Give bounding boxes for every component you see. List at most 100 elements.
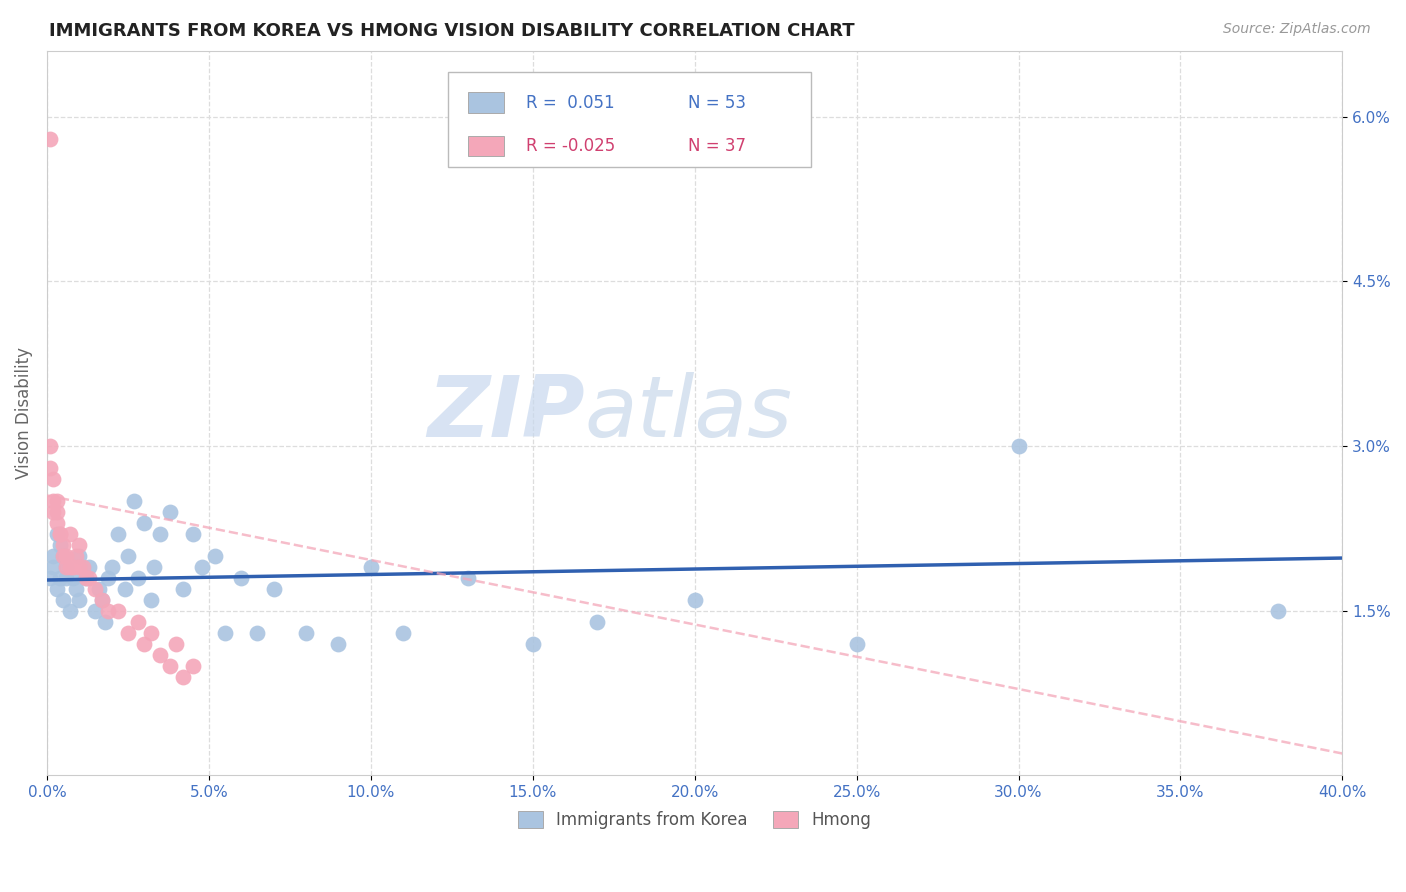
Point <box>132 637 155 651</box>
Point <box>97 571 120 585</box>
Point <box>231 571 253 585</box>
Point <box>55 549 77 563</box>
Point <box>45 494 67 508</box>
Point <box>55 571 77 585</box>
Point <box>107 527 129 541</box>
Point <box>165 637 187 651</box>
Point <box>181 527 204 541</box>
Point <box>62 571 84 585</box>
Text: N = 53: N = 53 <box>688 94 747 112</box>
Point <box>49 571 72 585</box>
Point <box>45 505 67 519</box>
Text: IMMIGRANTS FROM KOREA VS HMONG VISION DISABILITY CORRELATION CHART: IMMIGRANTS FROM KOREA VS HMONG VISION DI… <box>49 22 855 40</box>
Text: atlas: atlas <box>585 372 793 455</box>
Point <box>52 549 75 563</box>
Point <box>149 527 172 541</box>
Point <box>457 571 479 585</box>
Point <box>172 670 194 684</box>
Point <box>295 625 318 640</box>
Point <box>45 582 67 596</box>
Point <box>139 592 162 607</box>
Point <box>117 625 139 640</box>
Text: ZIP: ZIP <box>427 372 585 455</box>
Point <box>117 549 139 563</box>
Legend: Immigrants from Korea, Hmong: Immigrants from Korea, Hmong <box>512 805 877 836</box>
Point <box>52 549 75 563</box>
Point <box>58 559 80 574</box>
Point <box>172 582 194 596</box>
Point <box>45 516 67 530</box>
Point <box>42 494 65 508</box>
Point <box>263 582 285 596</box>
Point <box>77 559 100 574</box>
Point <box>392 625 415 640</box>
Point <box>114 582 136 596</box>
Point <box>124 494 146 508</box>
Point <box>107 604 129 618</box>
Point <box>246 625 269 640</box>
Point <box>55 559 77 574</box>
Point <box>67 549 90 563</box>
Point <box>39 131 62 145</box>
Point <box>149 648 172 662</box>
Point <box>1007 439 1029 453</box>
Point <box>132 516 155 530</box>
Bar <box>468 93 505 112</box>
Point <box>77 571 100 585</box>
Point <box>65 582 87 596</box>
Point <box>1267 604 1289 618</box>
Point <box>127 615 149 629</box>
Point <box>360 559 382 574</box>
Text: R =  0.051: R = 0.051 <box>526 94 614 112</box>
Point <box>139 625 162 640</box>
Point <box>191 559 214 574</box>
Point <box>39 461 62 475</box>
Point <box>159 658 181 673</box>
Point <box>49 538 72 552</box>
Point <box>39 571 62 585</box>
Bar <box>468 136 505 156</box>
Point <box>127 571 149 585</box>
Point <box>94 615 117 629</box>
Point <box>214 625 236 640</box>
Point <box>159 505 181 519</box>
Point <box>84 604 107 618</box>
Text: N = 37: N = 37 <box>688 136 747 155</box>
Point <box>42 472 65 486</box>
Point <box>42 505 65 519</box>
Point <box>72 559 94 574</box>
Point <box>328 637 350 651</box>
Point <box>91 592 114 607</box>
Point <box>42 559 65 574</box>
Point <box>204 549 226 563</box>
Point <box>55 559 77 574</box>
Point <box>45 527 67 541</box>
Point <box>75 571 97 585</box>
Point <box>52 538 75 552</box>
Point <box>522 637 544 651</box>
Point <box>67 592 90 607</box>
Point <box>62 559 84 574</box>
Point <box>84 582 107 596</box>
Point <box>586 615 609 629</box>
Point <box>49 527 72 541</box>
Point <box>181 658 204 673</box>
Point <box>52 592 75 607</box>
Point <box>100 559 122 574</box>
Point <box>845 637 868 651</box>
Point <box>75 571 97 585</box>
Point <box>142 559 165 574</box>
Point <box>39 439 62 453</box>
Point <box>42 549 65 563</box>
Point <box>97 604 120 618</box>
Point <box>683 592 706 607</box>
Point <box>58 604 80 618</box>
Text: R = -0.025: R = -0.025 <box>526 136 616 155</box>
Point <box>58 527 80 541</box>
Point <box>67 538 90 552</box>
Point <box>65 549 87 563</box>
Text: Source: ZipAtlas.com: Source: ZipAtlas.com <box>1223 22 1371 37</box>
Y-axis label: Vision Disability: Vision Disability <box>15 347 32 479</box>
FancyBboxPatch shape <box>449 72 811 167</box>
Point <box>87 582 110 596</box>
